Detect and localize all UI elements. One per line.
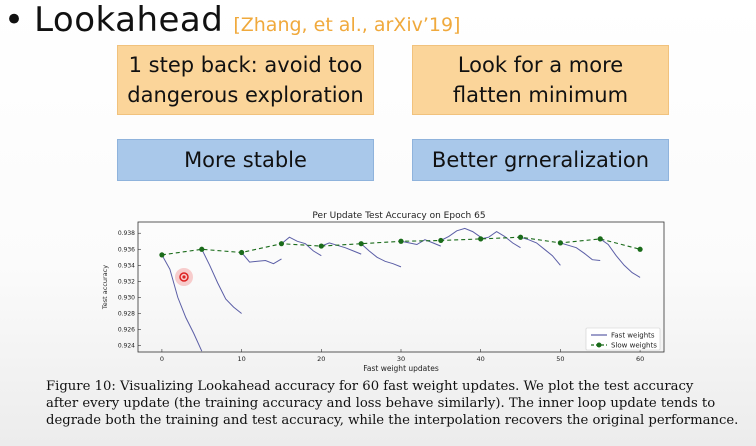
y-tick-label: 0.930 [118,294,135,301]
slow-weights-point [239,249,245,256]
box-flatten-minimum-line1: Look for a more [457,53,624,77]
legend-slow-label: Slow weights [611,342,657,350]
lookahead-accuracy-chart: Per Update Test Accuracy on Epoch 65 0.9… [101,211,665,373]
fast-weights-line [201,249,242,314]
y-axis-label: Test accuracy [101,265,109,310]
fast-weights-line [440,227,481,241]
slow-weights-point [557,240,563,246]
slow-weights-series [159,234,643,258]
x-tick-label: 50 [556,355,564,363]
fast-weights-line [520,236,561,266]
cursor-ring-icon [179,272,189,282]
slow-weights-point [517,234,524,240]
x-tick-label: 20 [317,355,325,363]
y-tick-label: 0.934 [118,262,135,269]
slow-weights-point [318,243,324,249]
fast-weights-line [321,242,362,255]
slow-weights-point [278,241,285,247]
box-flatten-minimum-line2: flatten minimum [452,83,629,107]
slow-weights-point [398,238,404,244]
y-tick-label: 0.932 [118,278,135,285]
box-step-back-line1: 1 step back: avoid too [128,53,363,77]
caption-line-3: degrade both the training and test accur… [46,413,739,428]
figure-caption: Figure 10: Visualizing Lookahead accurac… [46,378,746,429]
y-tick-label: 0.926 [118,327,135,334]
slide-title: Lookahead [34,0,224,40]
fast-weights-line [400,239,441,247]
x-tick-label: 10 [237,355,245,363]
box-better-generalization: Better grneralization [412,139,669,181]
slow-weights-point [478,236,484,242]
y-axis-ticks: 0.924 0.926 0.928 0.930 0.932 0.934 0.936 0.938 [118,230,141,350]
legend: Fast weights Slow weights [585,327,661,351]
chart-title: Per Update Test Accuracy on Epoch 65 [312,211,485,221]
fast-weights-line [599,238,641,278]
slow-weights-point [637,246,643,252]
y-tick-label: 0.928 [118,310,135,317]
slow-weights-point [597,236,603,242]
bullet-icon: • [4,0,25,40]
y-tick-label: 0.938 [118,230,135,237]
box-more-stable: More stable [117,139,374,181]
x-tick-label: 40 [477,355,485,363]
cursor-dot-icon [182,275,186,279]
box-more-stable-label: More stable [184,148,307,172]
box-step-back-line2: dangerous exploration [127,83,364,107]
legend-fast-label: Fast weights [611,332,655,340]
box-step-back: 1 step back: avoid too dangerous explora… [117,45,374,115]
x-axis-ticks: 0 10 20 30 40 50 60 [160,349,644,363]
legend-slow-marker [596,342,602,348]
citation: [Zhang, et al., arXiv’19] [233,14,461,36]
fast-weights-line [241,252,282,265]
fast-weights-series [161,227,641,352]
caption-line-2: after every update (the training accurac… [46,396,716,411]
x-tick-label: 60 [636,355,644,363]
legend-box [585,327,661,351]
fast-weights-line [480,231,521,249]
slow-weights-point [358,241,364,247]
fast-weights-line [360,243,402,268]
x-tick-label: 0 [160,355,164,363]
slow-weights-point [199,246,205,252]
fast-weights-line [281,236,322,257]
slow-weights-point [438,237,444,244]
slide-title-row: • Lookahead [Zhang, et al., arXiv’19] [4,0,460,44]
fast-weights-line [560,242,601,261]
slow-weights-point [159,252,165,258]
x-tick-label: 30 [397,355,405,363]
caption-line-1: Figure 10: Visualizing Lookahead accurac… [46,379,694,394]
x-axis-label: Fast weight updates [363,364,439,373]
box-better-generalization-label: Better grneralization [431,148,650,172]
box-flatten-minimum: Look for a more flatten minimum [412,45,669,115]
fast-weights-line [161,254,203,352]
y-tick-label: 0.924 [118,343,135,350]
y-tick-label: 0.936 [118,246,135,253]
